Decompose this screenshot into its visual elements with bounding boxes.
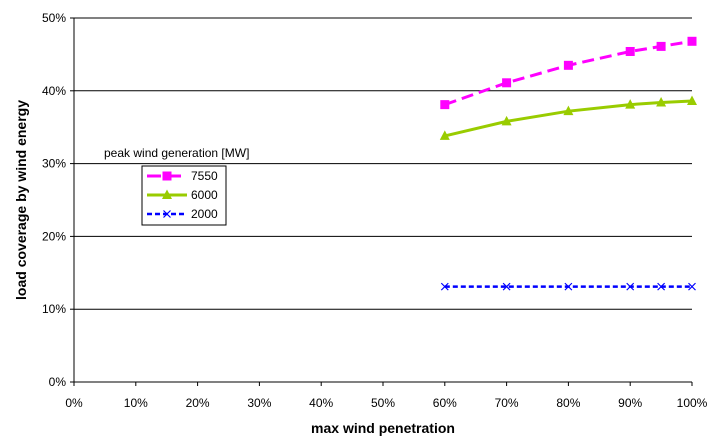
- series-line-7550: [444, 39, 693, 107]
- data-point-7550: [687, 36, 697, 46]
- data-point-2000: [564, 282, 573, 291]
- x-tick-label: 90%: [618, 396, 642, 410]
- y-axis-title: load coverage by wind energy: [13, 100, 29, 300]
- series-2000: [440, 282, 696, 291]
- legend-items: 7550 6000 2000: [147, 169, 218, 221]
- series-layer: [439, 36, 697, 291]
- data-point-2000: [440, 282, 449, 291]
- data-point-6000: [625, 99, 636, 109]
- legend-label: 7550: [191, 169, 218, 183]
- x-tick-label: 60%: [433, 396, 457, 410]
- data-point-6000: [501, 115, 512, 126]
- y-tick-label: 0%: [49, 375, 67, 389]
- y-ticks: 0% 10% 20% 30% 40% 50%: [42, 11, 74, 389]
- data-point-2000: [502, 282, 511, 291]
- data-point-7550: [625, 46, 635, 56]
- x-tick-label: 10%: [124, 396, 148, 410]
- data-point-6000: [439, 130, 450, 140]
- x-tick-label: 100%: [677, 396, 708, 410]
- data-point-7550: [656, 41, 666, 51]
- legend-label: 2000: [191, 207, 218, 221]
- x-tick-label: 30%: [247, 396, 271, 410]
- legend-item-6000: 6000: [147, 188, 218, 202]
- x-axis-title: max wind penetration: [311, 420, 455, 436]
- x-tick-label: 70%: [495, 396, 519, 410]
- x-tick-label: 80%: [556, 396, 580, 410]
- data-point-7550: [440, 100, 450, 110]
- data-point-2000: [657, 282, 666, 291]
- legend-title: peak wind generation [MW]: [104, 146, 249, 160]
- x-tick-label: 40%: [309, 396, 333, 410]
- legend-item-7550: 7550: [147, 169, 218, 183]
- legend-item-2000: 2000: [147, 207, 218, 221]
- y-tick-label: 30%: [42, 157, 66, 171]
- legend-marker: [163, 210, 171, 218]
- x-tick-label: 0%: [65, 396, 83, 410]
- data-point-6000: [563, 105, 574, 116]
- x-tick-label: 20%: [186, 396, 210, 410]
- series-line-6000: [444, 99, 693, 138]
- x-ticks: 0% 10% 20% 30% 40% 50% 60% 70% 80% 90% 100%: [65, 382, 708, 410]
- data-point-7550: [502, 78, 512, 88]
- legend-marker: [162, 189, 172, 199]
- series-7550: [440, 36, 697, 110]
- data-point-6000: [656, 96, 667, 107]
- y-tick-label: 20%: [42, 229, 66, 243]
- x-tick-label: 50%: [371, 396, 395, 410]
- data-point-7550: [563, 60, 573, 70]
- data-point-6000: [687, 95, 697, 105]
- legend-label: 6000: [191, 188, 218, 202]
- legend: peak wind generation [MW] 7550 6000 2000: [104, 146, 249, 226]
- y-tick-label: 40%: [42, 84, 66, 98]
- y-tick-label: 10%: [42, 302, 66, 316]
- legend-marker: [162, 171, 172, 181]
- data-point-2000: [626, 282, 635, 291]
- y-tick-label: 50%: [42, 11, 66, 25]
- series-6000: [439, 95, 697, 140]
- data-point-2000: [688, 282, 696, 291]
- gridlines: [74, 17, 692, 310]
